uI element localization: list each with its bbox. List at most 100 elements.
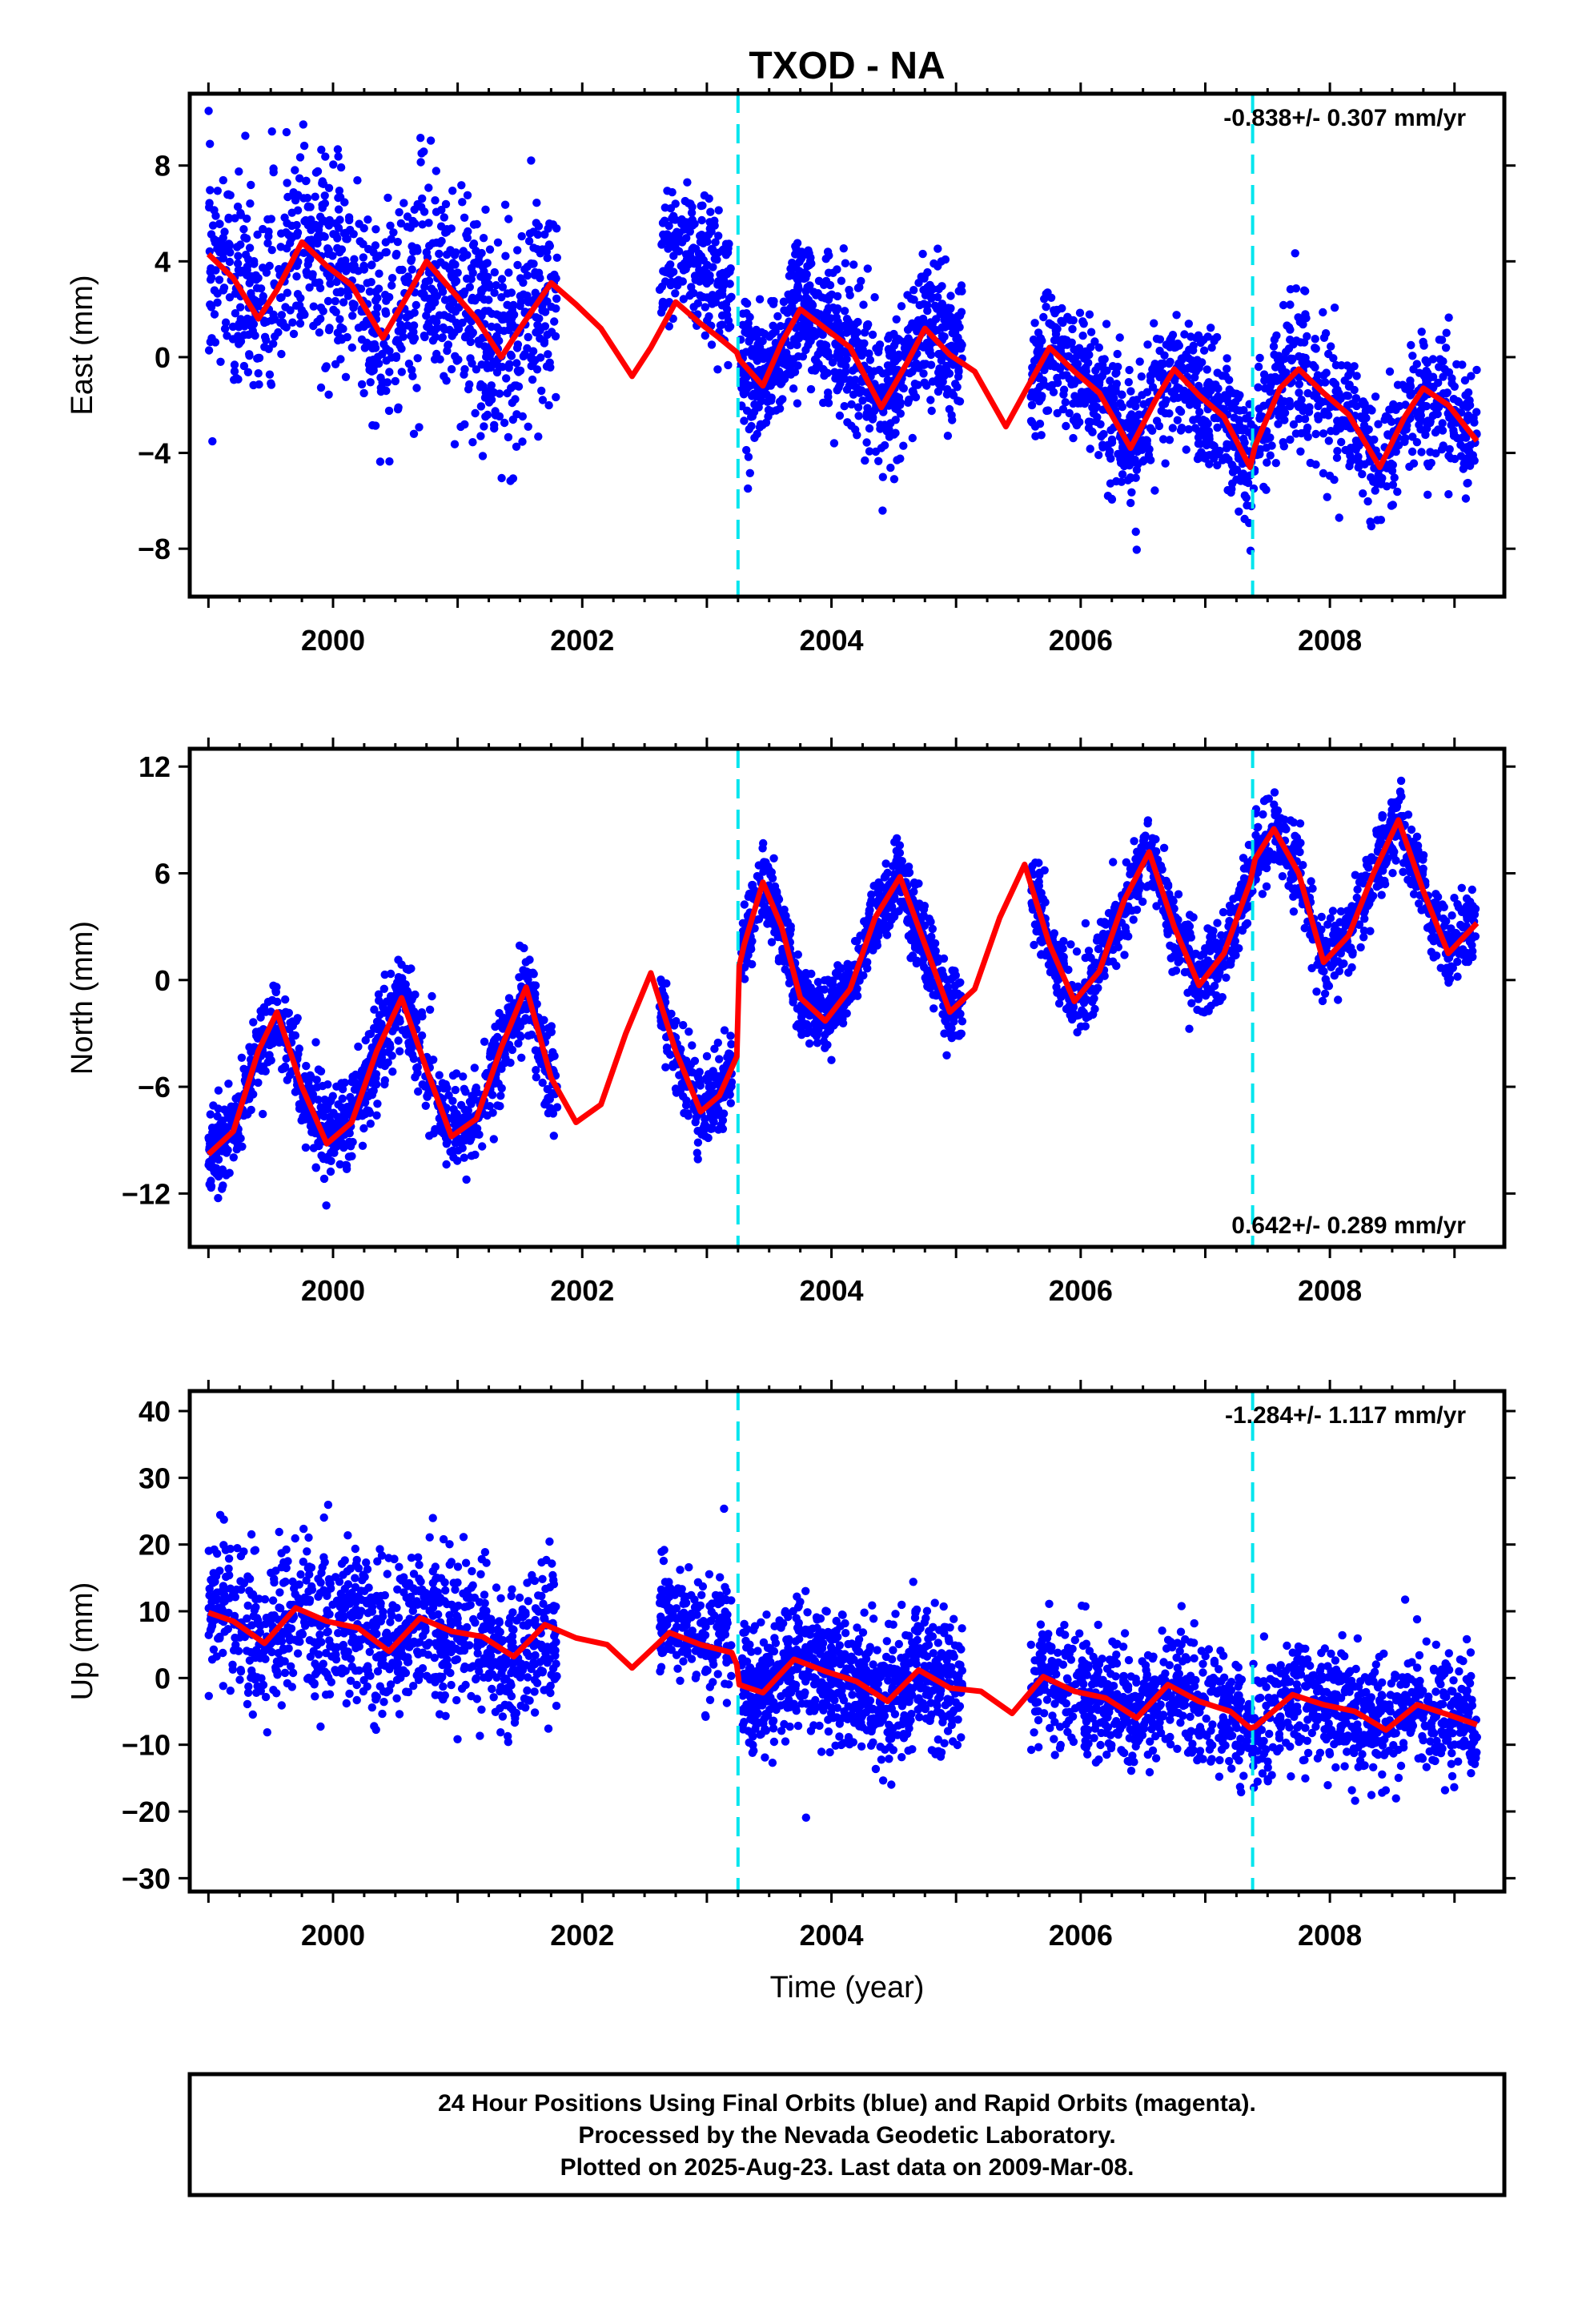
east-point [819,365,829,375]
east-point [1223,354,1231,363]
east-point [920,274,929,283]
east-point [523,271,532,280]
east-point [844,317,853,326]
east-point [540,322,550,331]
east-point [658,299,667,308]
east-point [329,160,338,169]
east-point [524,236,534,246]
east-point [1461,391,1470,400]
east-point [489,357,498,367]
east-point [889,475,899,484]
east-point [523,292,532,300]
east-point [492,368,502,377]
north-point [338,1094,347,1104]
east-point [424,302,433,311]
east-point [359,261,368,271]
east-point [547,328,556,336]
east-point [452,356,461,365]
east-point [1319,333,1329,342]
east-point [444,312,453,322]
east-point [1086,328,1096,336]
north-point [380,1080,389,1089]
east-point [211,266,220,275]
east-point [1150,319,1158,328]
east-point [941,323,950,332]
east-point [687,283,696,292]
east-point [208,221,218,230]
east-point [753,429,761,439]
east-point [1298,357,1307,367]
east-point [1034,345,1043,354]
east-point [540,339,549,348]
east-point [794,284,803,293]
east-point [842,385,852,394]
east-point [1326,403,1335,412]
east-point [780,375,789,384]
east-point [311,168,321,177]
north-point [370,1023,379,1033]
east-point [697,215,706,225]
east-point [1391,447,1400,456]
north-point [326,1097,335,1106]
east-point [239,225,248,234]
east-point [448,187,457,195]
east-point [316,383,326,392]
east-point [538,396,548,404]
east-point [805,299,814,308]
east-point [714,277,723,286]
north-point [710,1044,719,1053]
east-point [1150,486,1159,495]
east-point [413,354,422,363]
east-point [701,303,709,312]
east-point [321,152,330,161]
east-point [1155,335,1165,344]
north-point [718,1124,728,1134]
east-point [1226,386,1235,396]
east-point [1235,507,1243,516]
east-point [440,296,450,304]
east-point [1272,407,1282,416]
east-point [223,190,232,199]
east-point [468,359,476,368]
north-point [671,1084,681,1093]
east-point [793,361,802,370]
east-point [1158,435,1168,444]
east-point [665,322,673,331]
east-point [552,392,560,402]
north-point [405,1041,414,1050]
east-point [1113,349,1122,359]
north-point [377,1059,386,1068]
east-point [876,420,885,429]
east-point [408,265,416,274]
east-point [901,340,910,349]
east-point [371,225,380,234]
east-point [216,357,225,366]
east-point [206,275,215,284]
east-point [241,251,251,259]
east-point [1030,319,1039,328]
north-point [740,900,749,909]
east-point [1289,420,1299,429]
east-point [503,315,512,324]
east-point [1256,444,1265,454]
east-point [412,384,421,392]
north-point [425,1005,435,1015]
north-point [727,1078,737,1087]
east-point [483,410,492,420]
east-point [254,369,263,378]
east-point [421,277,430,287]
east-point [742,380,751,389]
east-point [814,360,823,368]
east-point [683,178,692,187]
east-point [775,397,785,406]
east-y-tick-label: 4 [155,245,171,278]
east-point [532,365,542,374]
east-point [537,386,546,396]
east-point [1038,336,1046,345]
east-point [302,176,311,185]
east-point [1286,435,1295,444]
east-point [1467,372,1476,380]
east-point [243,368,253,376]
east-point [1243,501,1251,510]
east-point [350,300,359,309]
